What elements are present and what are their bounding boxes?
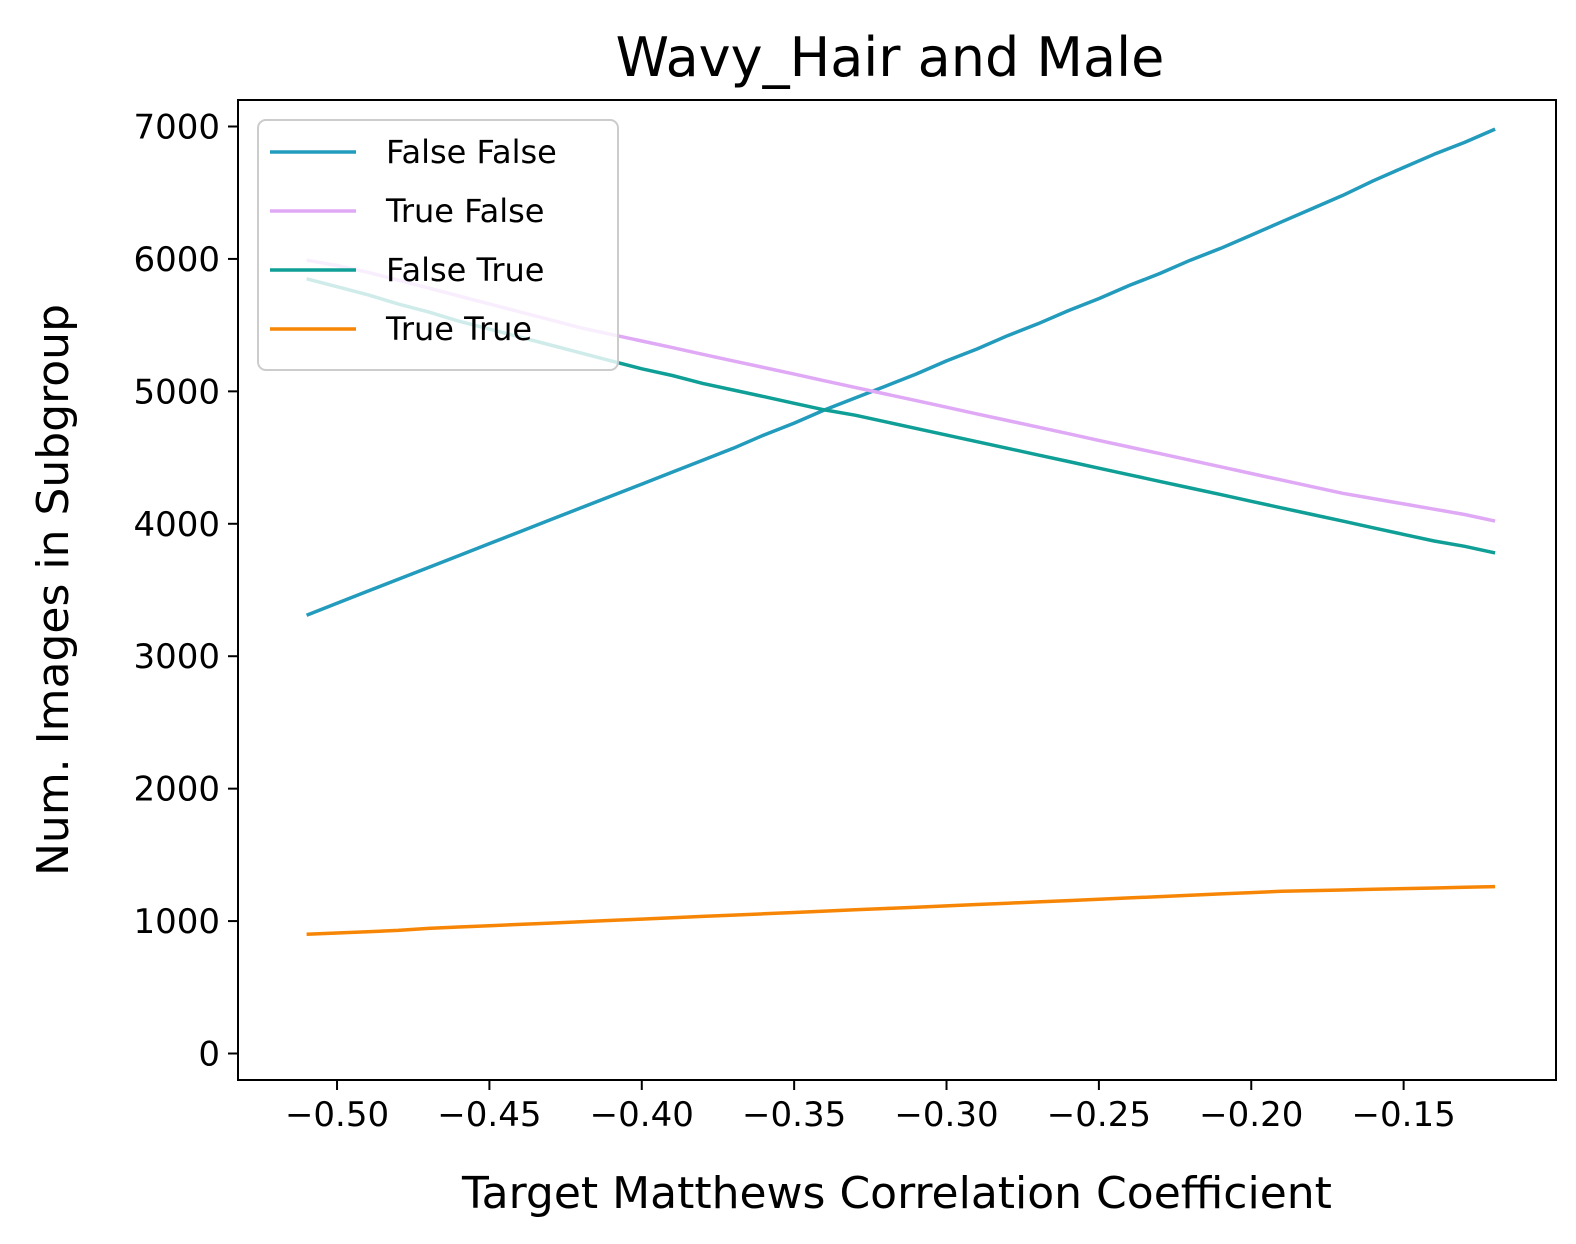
y-tick-label: 3000 (133, 637, 220, 677)
x-axis: −0.50 −0.45 −0.40 −0.35 −0.30 −0.25 −0.20 −0.15 (285, 1080, 1456, 1135)
y-tick-label: 5000 (133, 372, 220, 412)
y-tick-label: 7000 (133, 107, 220, 147)
legend-box (257, 119, 619, 371)
y-tick-label: 4000 (133, 505, 220, 545)
plot-frame (237, 99, 1557, 1081)
chart-title: Wavy_Hair and Male (616, 26, 1165, 89)
plot-area: −0.50 −0.45 −0.40 −0.35 −0.30 −0.25 −0.20 −0.15… (133, 99, 1557, 1135)
x-tick-label: −0.30 (894, 1095, 998, 1135)
y-tick-label: 6000 (133, 240, 220, 280)
legend: False False True False False True True True (257, 119, 619, 371)
legend-entries: False False True False False True True True (270, 133, 557, 348)
x-tick-label: −0.25 (1047, 1095, 1151, 1135)
y-tick-label: 0 (198, 1035, 220, 1075)
x-tick-label: −0.45 (437, 1095, 541, 1135)
series-line-true-true (306, 884, 1496, 937)
legend-label: False False (386, 133, 557, 171)
x-axis-label: Target Matthews Correlation Coefficient (461, 1168, 1332, 1219)
x-tick-label: −0.15 (1352, 1095, 1456, 1135)
x-tick-label: −0.40 (590, 1095, 694, 1135)
legend-label: True True (385, 310, 532, 348)
x-tick-label: −0.20 (1199, 1095, 1303, 1135)
y-tick-label: 2000 (133, 770, 220, 810)
series-line-false-false (305, 127, 1496, 617)
legend-label: True False (385, 192, 544, 230)
legend-label: False True (386, 251, 544, 289)
x-tick-label: −0.50 (285, 1095, 389, 1135)
x-tick-label: −0.35 (742, 1095, 846, 1135)
y-axis-label: Num. Images in Subgroup (28, 304, 79, 876)
y-axis: 0 1000 2000 3000 4000 5000 6000 7000 (133, 107, 238, 1075)
y-tick-label: 1000 (133, 902, 220, 942)
